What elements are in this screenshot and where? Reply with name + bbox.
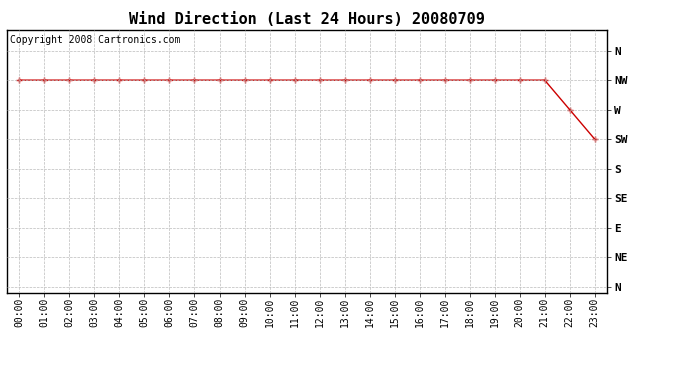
Text: Copyright 2008 Cartronics.com: Copyright 2008 Cartronics.com [10, 35, 180, 45]
Title: Wind Direction (Last 24 Hours) 20080709: Wind Direction (Last 24 Hours) 20080709 [129, 12, 485, 27]
